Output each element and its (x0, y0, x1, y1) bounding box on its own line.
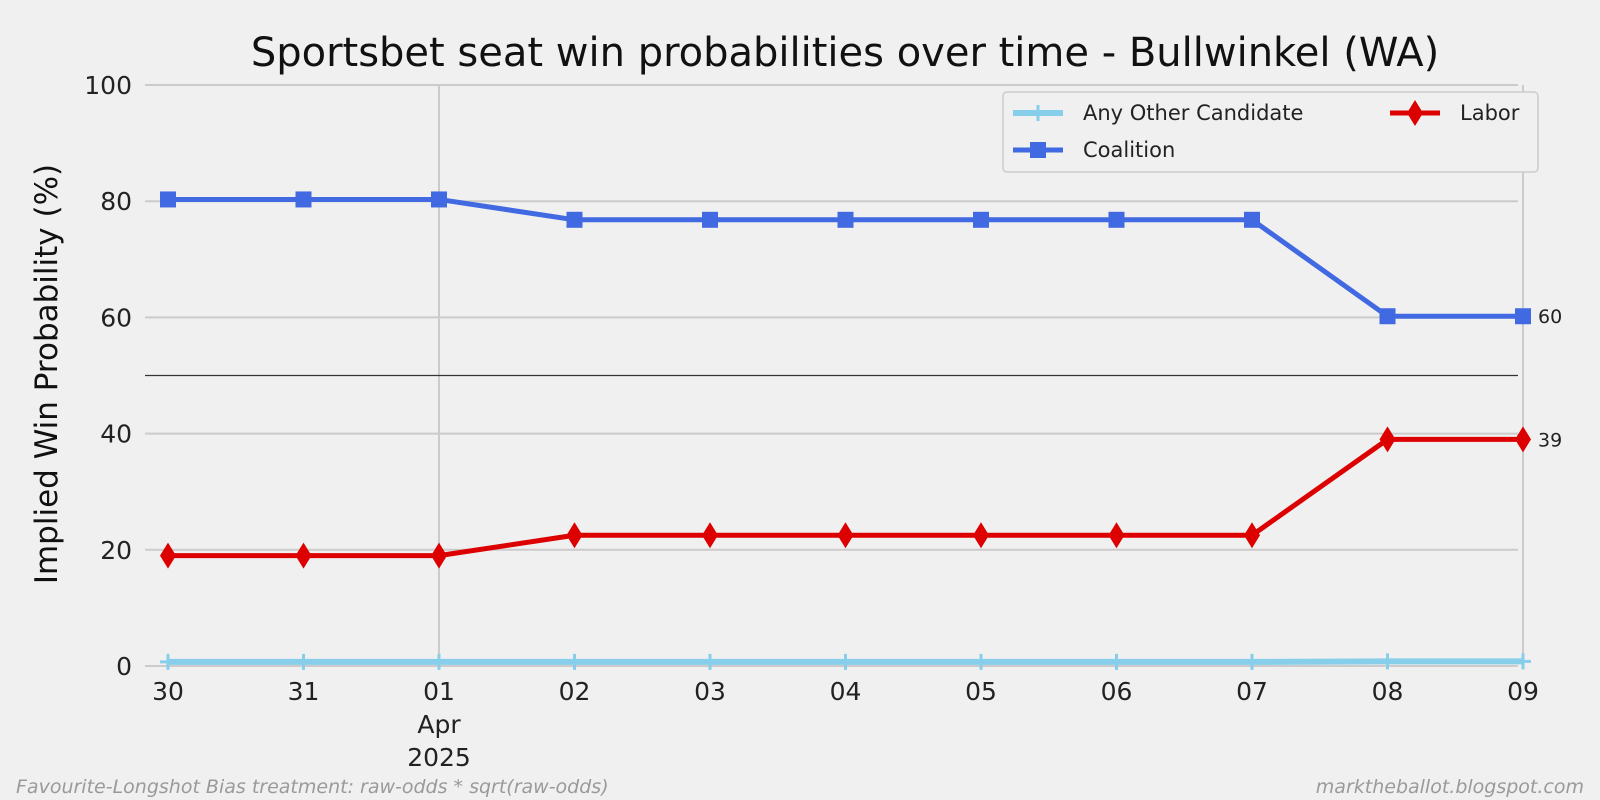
x-tick-label: 07 (1236, 677, 1268, 706)
data-point-coalition (1515, 308, 1531, 325)
y-tick-label: 20 (100, 536, 132, 565)
data-point-labor (837, 522, 854, 549)
footer-method-note: Favourite-Longshot Bias treatment: raw-o… (16, 776, 609, 798)
y-tick-label: 80 (100, 187, 132, 216)
end-value-label: 60 (1538, 306, 1562, 328)
data-point-labor (1379, 426, 1396, 453)
x-tick-label: 08 (1372, 677, 1404, 706)
data-point-any-other-candidate (1108, 653, 1125, 670)
y-axis-label: Implied Win Probability (%) (29, 164, 65, 584)
data-point-coalition (973, 211, 989, 228)
x-tick-sublabel: 2025 (407, 743, 471, 772)
footer-source-credit: marktheballot.blogspot.com (1315, 776, 1584, 798)
data-point-coalition (431, 191, 447, 208)
data-point-coalition (1379, 308, 1396, 325)
x-tick-label: 30 (152, 677, 184, 706)
data-point-coalition (1108, 211, 1125, 228)
data-point-any-other-candidate (973, 653, 989, 670)
x-tick-label: 03 (694, 677, 726, 706)
data-point-any-other-candidate (431, 653, 447, 670)
data-point-labor (1515, 426, 1531, 453)
legend-label-coalition: Coalition (1083, 138, 1175, 162)
data-point-labor (431, 542, 447, 569)
data-point-any-other-candidate (160, 653, 176, 670)
data-point-any-other-candidate (295, 653, 312, 670)
legend-marker-labor (1407, 100, 1423, 126)
legend-label-labor: Labor (1460, 101, 1520, 125)
data-point-coalition (160, 191, 176, 208)
data-point-any-other-candidate (702, 653, 718, 670)
data-point-any-other-candidate (1379, 653, 1396, 670)
plot-area: 0 20 40 60 80 100 30 31 01 Apr 2025 02 03 04 05 06 07 08 0… (84, 71, 1562, 772)
data-point-any-other-candidate (566, 653, 583, 670)
legend-marker-coalition (1030, 142, 1046, 158)
legend-label-any-other-candidate: Any Other Candidate (1083, 101, 1303, 125)
y-tick-label: 40 (100, 420, 132, 449)
data-point-coalition (1244, 211, 1260, 228)
x-tick-label: 05 (965, 677, 997, 706)
data-point-coalition (566, 211, 583, 228)
x-tick-label: 04 (830, 677, 862, 706)
x-tick-label: 06 (1101, 677, 1133, 706)
data-point-labor (973, 522, 989, 549)
data-point-coalition (702, 211, 718, 228)
data-point-any-other-candidate (1515, 653, 1531, 670)
chart-title: Sportsbet seat win probabilities over ti… (251, 30, 1439, 76)
y-tick-label: 0 (116, 652, 132, 681)
legend-marker-any-other-candidate (1030, 105, 1046, 121)
data-point-coalition (295, 191, 312, 208)
x-tick-label: 02 (559, 677, 591, 706)
y-tick-label: 100 (84, 71, 132, 100)
y-tick-label: 60 (100, 303, 132, 332)
data-point-coalition (837, 211, 854, 228)
data-point-labor (1108, 522, 1125, 549)
data-point-labor (1244, 522, 1260, 549)
data-point-any-other-candidate (837, 653, 854, 670)
data-point-any-other-candidate (1244, 653, 1260, 670)
data-point-labor (702, 522, 718, 549)
x-tick-sublabel: Apr (417, 710, 461, 739)
x-tick-label: 01 (423, 677, 455, 706)
end-value-label: 39 (1538, 429, 1562, 451)
x-tick-label: 09 (1507, 677, 1539, 706)
x-tick-label: 31 (288, 677, 320, 706)
data-point-labor (295, 542, 312, 569)
legend: Any Other Candidate Coalition Labor (1002, 91, 1539, 173)
data-point-labor (566, 522, 583, 549)
data-point-labor (160, 542, 176, 569)
